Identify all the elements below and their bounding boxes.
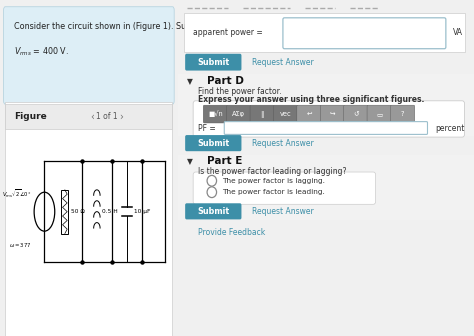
- Bar: [178, 155, 474, 220]
- Text: $\omega = 377$: $\omega = 377$: [9, 241, 31, 249]
- Text: ‹: ‹: [91, 112, 94, 122]
- FancyBboxPatch shape: [193, 101, 465, 137]
- FancyBboxPatch shape: [3, 7, 174, 104]
- Text: ?: ?: [401, 111, 404, 117]
- Text: Express your answer using three significant figures.: Express your answer using three signific…: [199, 95, 425, 103]
- Text: The power factor is lagging.: The power factor is lagging.: [221, 178, 325, 184]
- Bar: [5, 104, 173, 129]
- Text: Part E: Part E: [207, 156, 243, 166]
- Text: AΣφ: AΣφ: [232, 111, 245, 117]
- Text: Submit: Submit: [197, 139, 229, 148]
- Text: Request Answer: Request Answer: [252, 207, 314, 216]
- FancyBboxPatch shape: [185, 54, 241, 71]
- Text: Part D: Part D: [207, 76, 244, 86]
- Text: ‖: ‖: [261, 111, 264, 118]
- FancyBboxPatch shape: [193, 172, 375, 204]
- Text: ▼: ▼: [187, 77, 192, 86]
- FancyBboxPatch shape: [250, 105, 274, 123]
- Text: 10 μF: 10 μF: [134, 209, 150, 214]
- Text: vec: vec: [280, 111, 292, 117]
- Text: ■√n: ■√n: [208, 111, 223, 118]
- FancyBboxPatch shape: [203, 105, 228, 123]
- Text: The power factor is leading.: The power factor is leading.: [221, 189, 325, 195]
- Text: apparent power =: apparent power =: [192, 29, 262, 37]
- Text: Is the power factor leading or lagging?: Is the power factor leading or lagging?: [199, 167, 347, 176]
- Text: $V_{rms}$ = 400 V.: $V_{rms}$ = 400 V.: [14, 45, 69, 58]
- FancyBboxPatch shape: [283, 18, 446, 49]
- Bar: [5, 102, 173, 336]
- Text: Request Answer: Request Answer: [252, 58, 314, 67]
- Text: ↪: ↪: [329, 111, 335, 117]
- Text: 50 Ω: 50 Ω: [71, 209, 84, 214]
- Text: ▼: ▼: [187, 157, 192, 166]
- Text: Request Answer: Request Answer: [252, 139, 314, 148]
- FancyBboxPatch shape: [320, 105, 345, 123]
- Text: 0.5 H: 0.5 H: [102, 209, 118, 214]
- Text: Submit: Submit: [197, 207, 229, 216]
- Text: Submit: Submit: [197, 58, 229, 67]
- Text: Find the power factor.: Find the power factor.: [199, 87, 282, 96]
- Text: ›: ›: [119, 112, 123, 122]
- Text: Consider the circuit shown in (Figure 1). Suppose that: Consider the circuit shown in (Figure 1)…: [14, 22, 229, 31]
- FancyBboxPatch shape: [391, 105, 415, 123]
- Text: ↺: ↺: [353, 111, 358, 117]
- Bar: [61, 190, 68, 234]
- FancyBboxPatch shape: [224, 122, 428, 134]
- Text: percent: percent: [436, 124, 465, 133]
- FancyBboxPatch shape: [297, 105, 321, 123]
- Text: ↩: ↩: [306, 111, 312, 117]
- FancyBboxPatch shape: [185, 135, 241, 151]
- Text: $V_{ms}\sqrt{2}\angle0°$: $V_{ms}\sqrt{2}\angle0°$: [2, 189, 31, 201]
- FancyBboxPatch shape: [367, 105, 392, 123]
- Text: VA: VA: [453, 29, 463, 37]
- Text: Provide Feedback: Provide Feedback: [199, 228, 266, 237]
- FancyBboxPatch shape: [273, 105, 298, 123]
- Bar: [178, 74, 474, 136]
- FancyBboxPatch shape: [184, 13, 465, 52]
- Text: PF =: PF =: [199, 124, 216, 133]
- Text: Figure: Figure: [14, 112, 47, 121]
- Text: 1 of 1: 1 of 1: [96, 112, 118, 121]
- FancyBboxPatch shape: [185, 203, 241, 219]
- FancyBboxPatch shape: [344, 105, 368, 123]
- FancyBboxPatch shape: [227, 105, 251, 123]
- Text: ▭: ▭: [376, 111, 383, 117]
